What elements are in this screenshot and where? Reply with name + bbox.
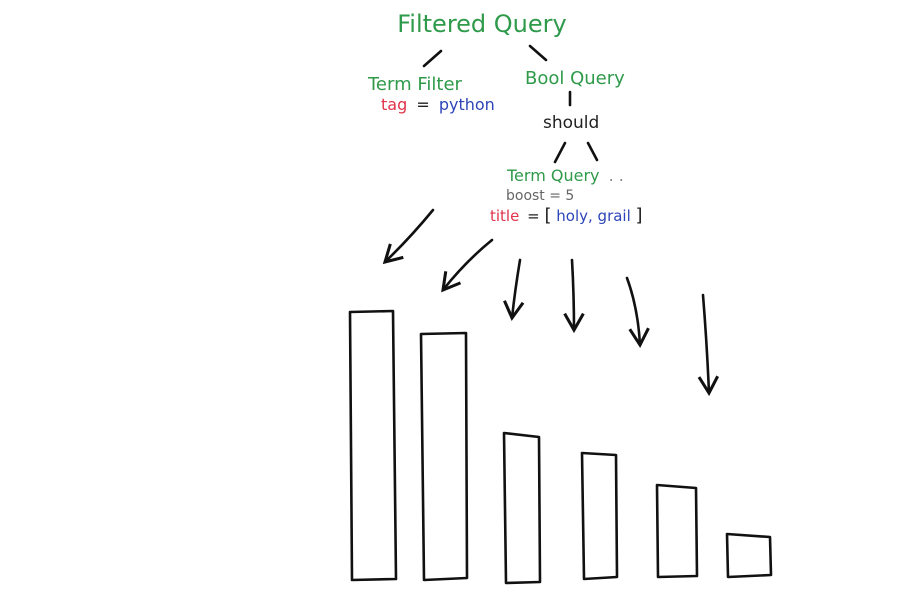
- term-query-condition: title = [ holy, grail ]: [490, 205, 643, 226]
- arrow-5: [625, 276, 650, 349]
- bar-4: [580, 451, 619, 581]
- boost-param: boost = 5: [506, 188, 574, 204]
- bar-5: [655, 483, 699, 579]
- arrow-4: [563, 258, 585, 334]
- edge-root-termfilter: [422, 49, 443, 68]
- arrow-2: [441, 238, 494, 293]
- filtered-query-node: Filtered Query: [397, 10, 566, 38]
- score-arrows: [382, 208, 720, 397]
- term-query-node: Term Query . .: [506, 166, 624, 185]
- edge-should-more: [586, 141, 599, 162]
- bar-6: [725, 532, 773, 579]
- arrow-3: [503, 258, 525, 322]
- arrow-1: [382, 208, 435, 265]
- edge-should-termquery: [553, 141, 567, 164]
- score-bars: [348, 309, 773, 585]
- bar-3: [502, 431, 542, 585]
- bool-query-node: Bool Query: [525, 68, 625, 89]
- term-filter-node: Term Filter: [367, 74, 463, 95]
- more-ellipsis: . .: [609, 166, 624, 185]
- arrow-6: [697, 293, 720, 397]
- term-query-value: holy, grail: [556, 207, 630, 225]
- term-query-eq: =: [527, 207, 540, 225]
- bracket-close: ]: [636, 205, 643, 226]
- term-query-field: title: [490, 207, 519, 225]
- bar-2: [419, 331, 469, 582]
- bar-1: [348, 309, 398, 582]
- edge-root-boolquery: [528, 44, 548, 62]
- term-filter-eq: =: [416, 95, 429, 114]
- term-filter-condition: tag = python: [381, 95, 495, 114]
- term-filter-field: tag: [381, 95, 407, 114]
- term-filter-value: python: [439, 95, 495, 114]
- term-query-label: Term Query: [506, 166, 600, 185]
- bracket-open: [: [544, 205, 551, 226]
- should-clause: should: [543, 113, 599, 133]
